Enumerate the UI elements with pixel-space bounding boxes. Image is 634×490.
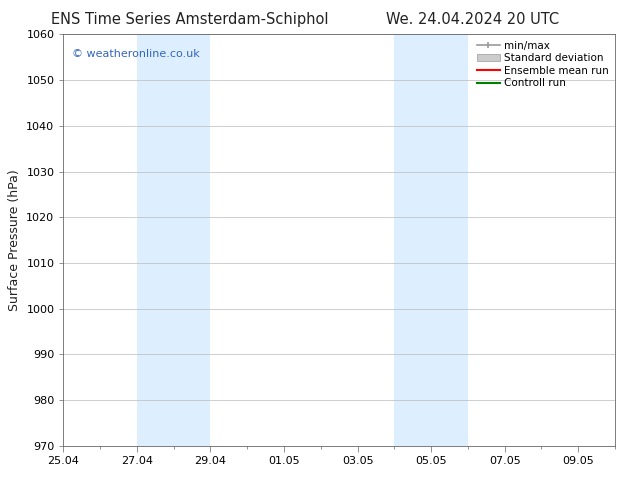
Bar [394, 34, 468, 446]
Legend: min/max, Standard deviation, Ensemble mean run, Controll run: min/max, Standard deviation, Ensemble me… [474, 37, 612, 92]
Text: We. 24.04.2024 20 UTC: We. 24.04.2024 20 UTC [385, 12, 559, 27]
Y-axis label: Surface Pressure (hPa): Surface Pressure (hPa) [8, 169, 21, 311]
Bar [137, 34, 210, 446]
Text: ENS Time Series Amsterdam-Schiphol: ENS Time Series Amsterdam-Schiphol [51, 12, 329, 27]
Text: © weatheronline.co.uk: © weatheronline.co.uk [72, 49, 200, 59]
